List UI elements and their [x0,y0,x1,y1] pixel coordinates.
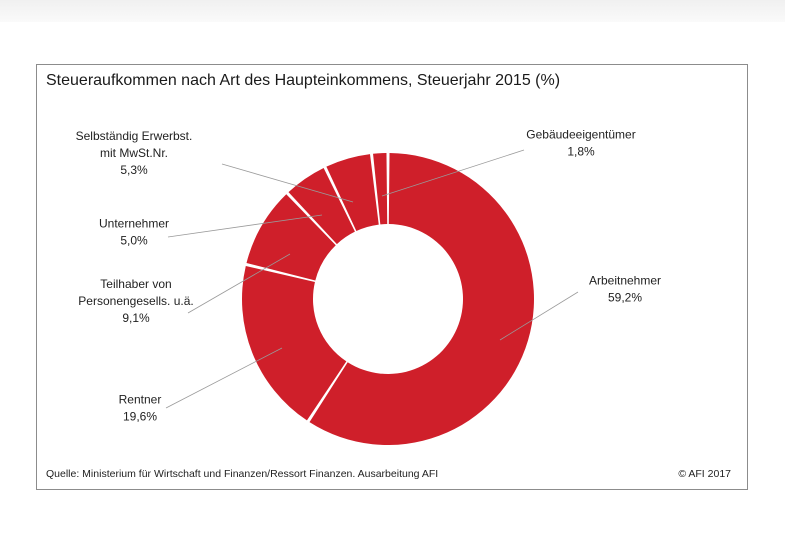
leader-line-0 [499,291,579,341]
donut-slice-4 [326,154,379,232]
slice-category-label-3: Unternehmer [99,217,169,231]
donut-slice-5 [373,153,388,225]
slice-labels: Arbeitnehmer 59,2% Rentner 19,6% Teilhaber v… [76,128,661,424]
slice-value-label-5: 1,8% [567,145,595,159]
chart-title: Steueraufkommen nach Art des Haupteinkom… [46,72,561,89]
leader-line-1 [165,347,283,409]
leader-line-2 [187,253,291,314]
donut-slice-0 [309,153,535,446]
slice-category-label-1: Rentner [119,393,162,407]
donut-slices [242,153,535,446]
slice-value-label-3: 5,0% [120,234,148,248]
leader-line-4 [221,163,354,203]
slice-category-label-0: Arbeitnehmer [589,274,661,288]
leader-line-3 [167,214,323,238]
slice-value-label-0: 59,2% [608,291,642,305]
slice-category-label-4: Selbständig Erwerbst. [76,129,193,143]
slice-value-label-1: 19,6% [123,410,157,424]
slice-category-label-4: mit MwSt.Nr. [100,146,168,160]
leader-line-5 [381,149,525,197]
slice-category-label-2: Teilhaber von [100,277,171,291]
copyright-note: © AFI 2017 [678,468,731,480]
slice-category-label-5: Gebäudeeigentümer [526,128,635,142]
slice-value-label-4: 5,3% [120,163,148,177]
slice-value-label-2: 9,1% [122,311,150,325]
leader-lines [165,149,579,409]
donut-slice-1 [242,265,347,421]
source-note: Quelle: Ministerium für Wirtschaft und F… [46,468,439,480]
donut-slice-3 [288,167,355,245]
donut-slice-2 [246,194,336,281]
slice-category-label-2: Personengesells. u.ä. [78,294,193,308]
top-bar [0,0,785,22]
